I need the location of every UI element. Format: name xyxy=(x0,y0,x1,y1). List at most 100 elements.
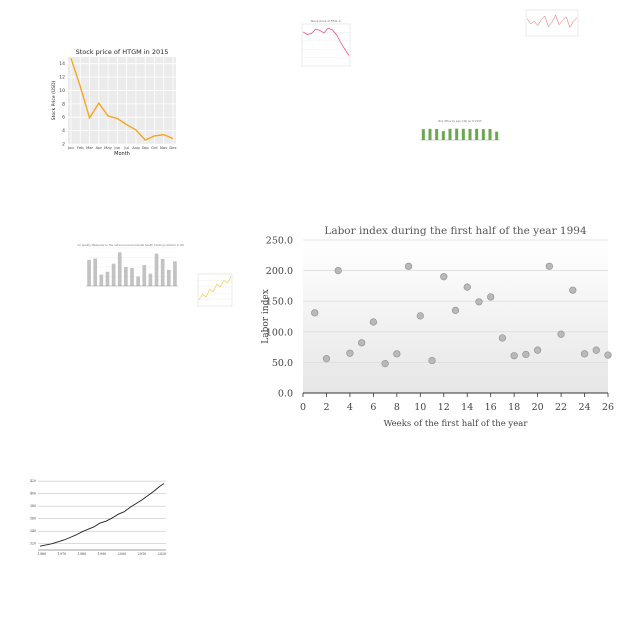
bar xyxy=(124,267,128,286)
y-tick-label: 400 xyxy=(30,492,36,496)
x-tick-label: 1990 xyxy=(98,552,107,556)
bar xyxy=(148,273,153,286)
data-point xyxy=(346,349,354,357)
htgm-stock-chart: 2 4 6 8 10 12 14 Jan Feb Mar Apr May Jun Jul Aug Sep Oct… xyxy=(48,44,184,162)
data-point xyxy=(381,360,389,368)
series-line xyxy=(526,14,578,28)
y-tick-label: 12 xyxy=(59,75,65,81)
series-line xyxy=(39,483,165,547)
data-point xyxy=(416,312,424,320)
y-tick-label: 50.0 xyxy=(272,358,293,369)
chart-title: Stock price of FXAL in xyxy=(311,19,342,23)
data-point xyxy=(522,350,530,359)
x-tick-label: 1970 xyxy=(58,552,67,556)
bar xyxy=(142,265,147,286)
y-tick-label: 250.0 xyxy=(266,236,293,247)
bar xyxy=(87,259,91,286)
x-axis-label: Weeks of the first half of the year xyxy=(384,419,529,429)
y-tick-label: 0.0 xyxy=(278,389,293,400)
chart-title: Labor index during the first half of the… xyxy=(324,225,587,237)
fxal-mini-line-chart: Stock price of FXAL in xyxy=(292,18,356,74)
x-tick-label: 2 xyxy=(323,402,329,413)
y-tick-label: 380 xyxy=(30,504,36,508)
mini-black-line-chart: 320 340 360 380 400 420 1960 1970 1980 1990 2000 20… xyxy=(20,474,170,568)
x-tick-label: 2000 xyxy=(118,552,127,556)
bar xyxy=(130,267,134,286)
bar xyxy=(136,276,140,286)
mini-yellow-chart-svg xyxy=(197,273,233,307)
chart-title: Box office by age (US) as of 2015 xyxy=(438,119,482,123)
data-point xyxy=(592,346,600,354)
x-tick-label: Apr xyxy=(96,145,103,150)
x-axis-label: Month xyxy=(114,151,130,157)
plot-frame xyxy=(197,273,233,307)
data-point xyxy=(580,350,589,358)
x-tick-label: 2020 xyxy=(158,552,167,556)
x-tick-label: 1980 xyxy=(78,552,87,556)
data-point xyxy=(487,293,495,301)
bar xyxy=(481,129,485,140)
series-line xyxy=(302,27,350,56)
data-point xyxy=(604,351,612,359)
y-tick-label: 340 xyxy=(30,529,36,533)
x-tick-label: Sep xyxy=(142,145,150,150)
y-axis-label: Labor index xyxy=(261,289,271,344)
plot-background xyxy=(68,57,176,144)
data-point xyxy=(334,266,342,275)
plot-frame xyxy=(525,9,579,37)
x-tick-label: 20 xyxy=(532,402,544,413)
data-point xyxy=(510,352,518,360)
mini-yellow-line-chart xyxy=(194,270,234,310)
data-point xyxy=(569,286,577,294)
y-tick-label: 100.0 xyxy=(266,327,293,338)
chart-title: Air quality Measures on the national env… xyxy=(77,243,184,247)
x-tick-label: 24 xyxy=(578,402,590,413)
x-tick-label: 6 xyxy=(370,402,376,413)
chart-title: Stock price of HTGM in 2015 xyxy=(76,48,169,56)
data-point xyxy=(322,355,331,363)
y-tick-label: 14 xyxy=(59,61,65,67)
bar xyxy=(455,128,459,140)
bar xyxy=(441,131,445,140)
bar xyxy=(99,274,104,286)
plot-background xyxy=(303,240,608,393)
bar xyxy=(105,271,110,286)
data-point xyxy=(451,306,460,314)
bar xyxy=(475,128,479,140)
x-tick-label: 8 xyxy=(394,402,400,413)
y-tick-label: 10 xyxy=(59,88,65,94)
bar xyxy=(468,128,472,140)
x-tick-label: Jun xyxy=(113,145,121,150)
data-point xyxy=(428,356,436,365)
data-point xyxy=(440,273,448,281)
y-tick-label: 2 xyxy=(62,142,65,148)
bar xyxy=(166,269,171,286)
x-tick-label: 26 xyxy=(602,402,614,413)
y-tick-label: 420 xyxy=(30,479,36,483)
air-quality-mini-bar-chart: Air quality Measures on the national env… xyxy=(72,234,184,316)
x-tick-label: Feb xyxy=(77,145,84,150)
x-tick-label: 16 xyxy=(485,402,497,413)
y-tick-label: 200.0 xyxy=(266,266,293,277)
x-tick-label: 2010 xyxy=(138,552,147,556)
data-point xyxy=(393,350,401,358)
labor-index-chart: 0.0 50.0 100.0 150.0 200.0 250.0 0 2 4 6 8 10 12 14 16… xyxy=(256,218,618,436)
x-tick-label: Aug xyxy=(132,145,140,150)
mini-green-bar-chart: Box office by age (US) as of 2015 xyxy=(408,108,504,166)
air-quality-chart-svg: Air quality Measures on the national env… xyxy=(77,243,184,287)
data-point xyxy=(557,330,565,338)
x-tick-label: Mar xyxy=(86,145,94,150)
htgm-chart-svg: 2 4 6 8 10 12 14 Jan Feb Mar Apr May Jun Jul Aug Sep Oct… xyxy=(51,48,177,157)
x-tick-label: 1960 xyxy=(38,552,47,556)
data-point xyxy=(369,318,377,326)
bar xyxy=(428,128,432,140)
x-tick-label: 12 xyxy=(438,402,450,413)
fxal-chart-svg: Stock price of FXAL in xyxy=(301,19,351,67)
y-tick-label: 320 xyxy=(30,542,36,546)
bar xyxy=(448,128,452,140)
bar xyxy=(154,253,159,286)
x-tick-label: Jul xyxy=(123,145,129,150)
data-point xyxy=(404,262,413,270)
bar xyxy=(488,128,492,140)
x-tick-label: 4 xyxy=(347,402,353,413)
